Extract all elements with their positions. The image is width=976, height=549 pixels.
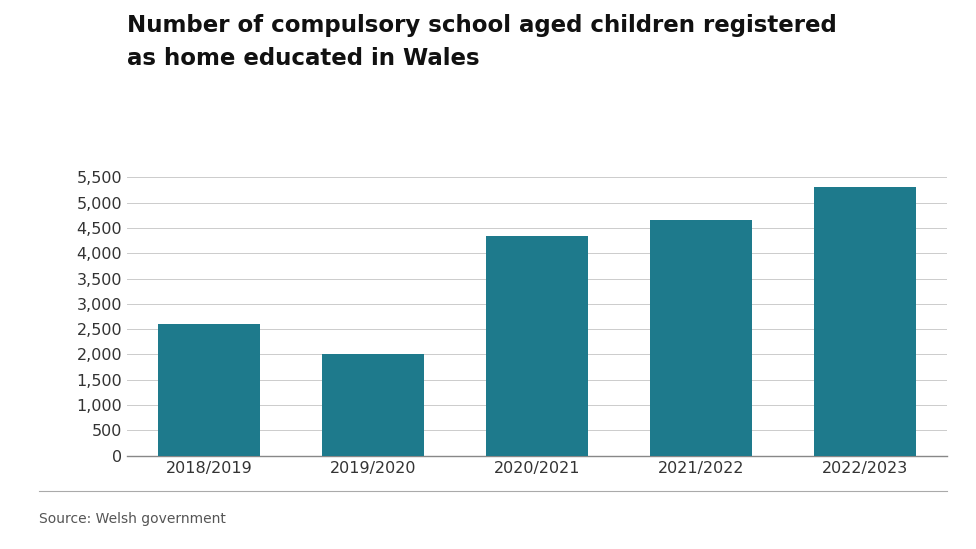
Text: BBC: BBC bbox=[884, 507, 921, 525]
Text: Source: Welsh government: Source: Welsh government bbox=[39, 512, 225, 526]
Bar bbox=[814, 187, 915, 456]
Bar bbox=[158, 324, 260, 456]
Bar bbox=[486, 236, 588, 456]
Bar bbox=[322, 355, 424, 456]
Text: as home educated in Wales: as home educated in Wales bbox=[127, 47, 479, 70]
Bar bbox=[650, 220, 752, 456]
Text: Number of compulsory school aged children registered: Number of compulsory school aged childre… bbox=[127, 14, 836, 37]
